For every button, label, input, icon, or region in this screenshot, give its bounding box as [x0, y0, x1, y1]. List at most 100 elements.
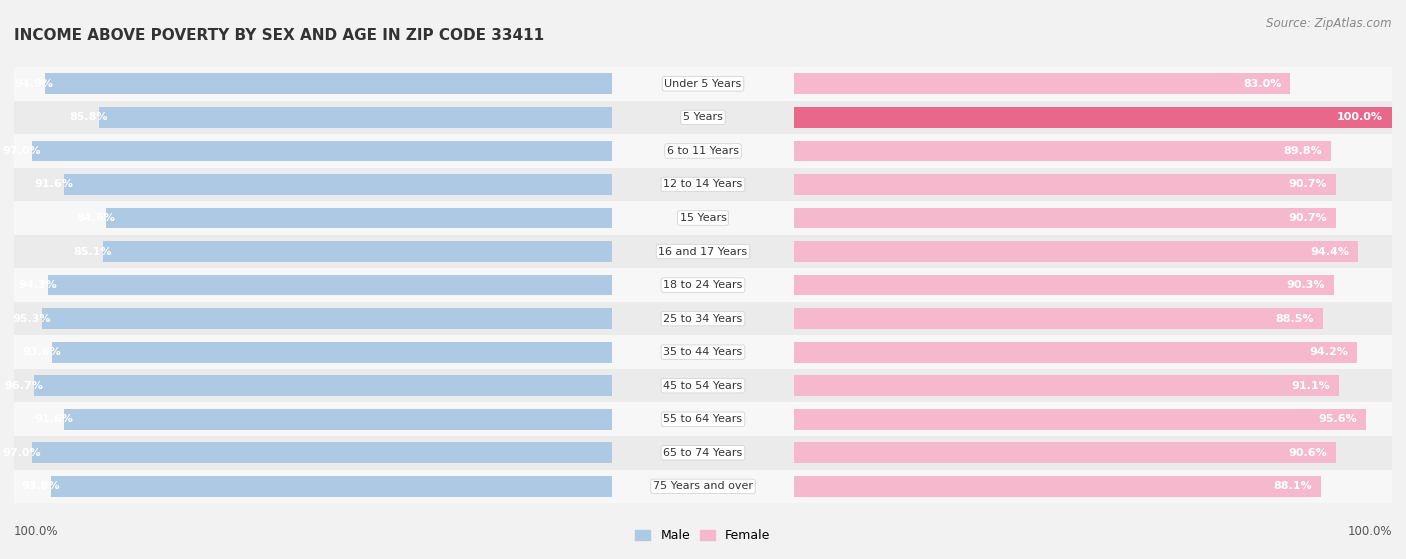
- Bar: [612, 470, 794, 503]
- Bar: [612, 369, 794, 402]
- Text: 91.6%: 91.6%: [34, 414, 73, 424]
- Text: Source: ZipAtlas.com: Source: ZipAtlas.com: [1267, 17, 1392, 30]
- Bar: [14, 436, 612, 470]
- Bar: [794, 268, 1392, 302]
- Bar: [794, 442, 1336, 463]
- Text: 97.0%: 97.0%: [3, 146, 41, 156]
- Bar: [794, 369, 1392, 402]
- Text: Under 5 Years: Under 5 Years: [665, 79, 741, 89]
- Bar: [794, 470, 1392, 503]
- Bar: [794, 168, 1392, 201]
- Bar: [612, 134, 794, 168]
- Bar: [14, 302, 612, 335]
- Bar: [14, 235, 612, 268]
- Text: INCOME ABOVE POVERTY BY SEX AND AGE IN ZIP CODE 33411: INCOME ABOVE POVERTY BY SEX AND AGE IN Z…: [14, 28, 544, 43]
- Bar: [14, 268, 612, 302]
- Bar: [794, 476, 1320, 497]
- Bar: [612, 168, 794, 201]
- Bar: [612, 402, 794, 436]
- Bar: [794, 409, 1365, 430]
- Bar: [65, 409, 612, 430]
- Text: 35 to 44 Years: 35 to 44 Years: [664, 347, 742, 357]
- Bar: [14, 402, 612, 436]
- Text: 94.3%: 94.3%: [18, 280, 58, 290]
- Text: 25 to 34 Years: 25 to 34 Years: [664, 314, 742, 324]
- Bar: [794, 302, 1392, 335]
- Text: 93.8%: 93.8%: [21, 481, 60, 491]
- Text: 90.7%: 90.7%: [1289, 213, 1327, 223]
- Legend: Male, Female: Male, Female: [630, 524, 776, 547]
- Bar: [42, 308, 612, 329]
- Text: 95.6%: 95.6%: [1317, 414, 1357, 424]
- Bar: [794, 67, 1392, 101]
- Text: 90.7%: 90.7%: [1289, 179, 1327, 190]
- Text: 65 to 74 Years: 65 to 74 Years: [664, 448, 742, 458]
- Text: 88.5%: 88.5%: [1275, 314, 1315, 324]
- Bar: [794, 241, 1358, 262]
- Bar: [794, 101, 1392, 134]
- Bar: [14, 168, 612, 201]
- Bar: [612, 67, 794, 101]
- Bar: [612, 101, 794, 134]
- Text: 94.4%: 94.4%: [1310, 247, 1350, 257]
- Text: 94.9%: 94.9%: [14, 79, 53, 89]
- Bar: [14, 67, 612, 101]
- Bar: [612, 268, 794, 302]
- Text: 15 Years: 15 Years: [679, 213, 727, 223]
- Text: 94.2%: 94.2%: [1309, 347, 1348, 357]
- Bar: [794, 107, 1392, 128]
- Text: 100.0%: 100.0%: [14, 525, 59, 538]
- Bar: [103, 241, 612, 262]
- Text: 100.0%: 100.0%: [1337, 112, 1384, 122]
- Bar: [98, 107, 612, 128]
- Bar: [14, 470, 612, 503]
- Bar: [794, 201, 1392, 235]
- Bar: [612, 235, 794, 268]
- Bar: [794, 402, 1392, 436]
- Bar: [32, 140, 612, 162]
- Text: 95.3%: 95.3%: [13, 314, 51, 324]
- Bar: [794, 207, 1336, 229]
- Bar: [14, 335, 612, 369]
- Bar: [52, 342, 612, 363]
- Text: 85.1%: 85.1%: [73, 247, 112, 257]
- Text: 18 to 24 Years: 18 to 24 Years: [664, 280, 742, 290]
- Text: 75 Years and over: 75 Years and over: [652, 481, 754, 491]
- Bar: [794, 308, 1323, 329]
- Bar: [794, 73, 1291, 94]
- Bar: [14, 101, 612, 134]
- Bar: [794, 342, 1357, 363]
- Bar: [612, 302, 794, 335]
- Text: 55 to 64 Years: 55 to 64 Years: [664, 414, 742, 424]
- Text: 90.6%: 90.6%: [1288, 448, 1327, 458]
- Bar: [45, 73, 612, 94]
- Bar: [612, 436, 794, 470]
- Bar: [51, 476, 612, 497]
- Text: 12 to 14 Years: 12 to 14 Years: [664, 179, 742, 190]
- Text: 90.3%: 90.3%: [1286, 280, 1324, 290]
- Text: 96.7%: 96.7%: [4, 381, 42, 391]
- Bar: [105, 207, 612, 229]
- Text: 16 and 17 Years: 16 and 17 Years: [658, 247, 748, 257]
- Bar: [794, 375, 1339, 396]
- Bar: [794, 235, 1392, 268]
- Bar: [14, 201, 612, 235]
- Text: 88.1%: 88.1%: [1274, 481, 1312, 491]
- Text: 45 to 54 Years: 45 to 54 Years: [664, 381, 742, 391]
- Bar: [794, 140, 1331, 162]
- Text: 100.0%: 100.0%: [1347, 525, 1392, 538]
- Text: 5 Years: 5 Years: [683, 112, 723, 122]
- Text: 85.8%: 85.8%: [69, 112, 108, 122]
- Text: 93.6%: 93.6%: [22, 347, 62, 357]
- Bar: [48, 274, 612, 296]
- Bar: [14, 369, 612, 402]
- Bar: [612, 201, 794, 235]
- Text: 91.1%: 91.1%: [1291, 381, 1330, 391]
- Bar: [612, 335, 794, 369]
- Bar: [794, 134, 1392, 168]
- Bar: [34, 375, 612, 396]
- Bar: [794, 436, 1392, 470]
- Bar: [65, 174, 612, 195]
- Text: 83.0%: 83.0%: [1243, 79, 1281, 89]
- Text: 91.6%: 91.6%: [34, 179, 73, 190]
